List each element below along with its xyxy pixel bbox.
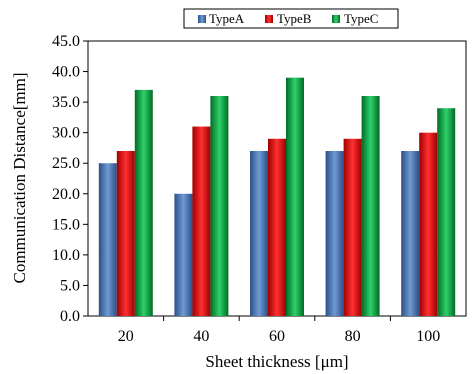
y-tick-label: 25.0: [52, 155, 80, 172]
y-tick-label: 20.0: [52, 186, 80, 203]
bar-typea-60: [250, 151, 268, 316]
bar-typec-40: [210, 96, 229, 316]
legend-label-typea: TypeA: [209, 11, 245, 26]
legend-swatch-typeb: [265, 15, 273, 23]
y-tick-label: 15.0: [52, 216, 80, 233]
legend-swatch-typec: [332, 15, 340, 23]
bar-typea-20: [98, 163, 117, 316]
bar-typea-40: [174, 193, 193, 316]
y-tick-label: 35.0: [52, 94, 80, 111]
bar-typec-60: [286, 77, 304, 317]
bar-typeb-40: [192, 126, 211, 316]
bar-typea-80: [325, 151, 344, 316]
bar-typec-80: [361, 96, 380, 316]
x-axis-ticks: 20 40 60 80 100: [118, 316, 440, 345]
legend-label-typeb: TypeB: [277, 11, 312, 26]
y-tick-label: 5.0: [60, 277, 80, 294]
y-axis-title: Communication Distance[mm]: [10, 72, 29, 283]
legend: TypeA TypeB TypeC: [183, 8, 399, 29]
y-tick-label: 40.0: [52, 64, 80, 81]
bar-typec-20: [134, 89, 153, 316]
bar-typeb-100: [419, 132, 438, 316]
legend-swatch-typea: [198, 15, 206, 23]
bar-typeb-80: [343, 138, 362, 316]
x-tick-label: 100: [416, 328, 440, 345]
bar-typea-100: [401, 151, 420, 316]
bar-typeb-20: [116, 151, 135, 316]
y-tick-label: 45.0: [52, 33, 80, 50]
x-axis-title: Sheet thickness [μm]: [205, 352, 348, 371]
y-tick-label: 30.0: [52, 125, 80, 142]
y-axis-ticks: 0.0 5.0 10.0 15.0 20.0 25.0 30.0 35.0 40.0 45.0: [52, 33, 88, 325]
bars: [98, 77, 456, 317]
y-tick-label: 10.0: [52, 247, 80, 264]
x-tick-label: 40: [193, 328, 209, 345]
legend-label-typec: TypeC: [344, 11, 378, 26]
legend-box: [183, 8, 399, 29]
bar-typec-100: [437, 108, 456, 316]
x-tick-label: 20: [118, 328, 134, 345]
bar-typeb-60: [268, 138, 286, 316]
x-tick-label: 80: [345, 328, 361, 345]
x-tick-label: 60: [269, 328, 285, 345]
y-tick-label: 0.0: [60, 308, 80, 325]
